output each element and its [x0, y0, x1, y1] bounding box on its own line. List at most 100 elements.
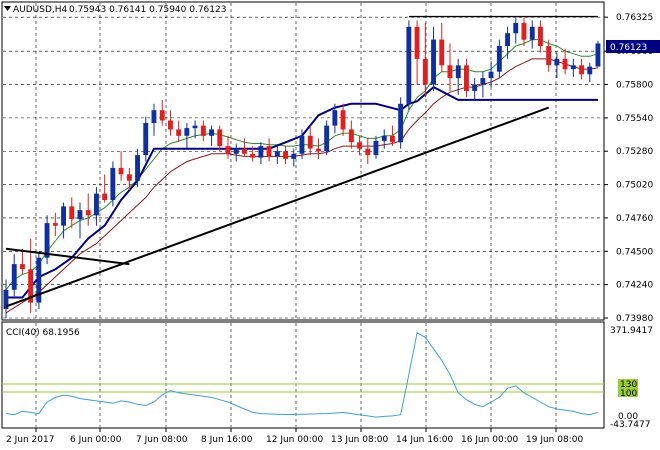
candle-body — [77, 210, 83, 220]
time-tick-label: 12 Jun 00:00 — [266, 435, 323, 445]
cci-min-label: -43.7477 — [610, 420, 650, 430]
time-tick-label: 14 Jun 16:00 — [396, 435, 453, 445]
time-axis: 2 Jun 2017 6 Jun 00:00 7 Jun 08:00 8 Jun 16… — [6, 428, 583, 445]
main-chart-frame — [1, 1, 605, 321]
candle-body — [439, 39, 445, 66]
candle-body — [102, 193, 108, 200]
candle-body — [52, 223, 58, 226]
candle-body — [373, 141, 379, 156]
candle-body — [472, 84, 478, 91]
candle-body — [61, 206, 66, 226]
candle-body — [570, 65, 576, 70]
candle-body — [464, 65, 469, 91]
candle-body — [513, 23, 519, 34]
cci-level-100-label: 100 — [620, 389, 637, 399]
candle-body — [447, 65, 453, 79]
price-tick-label: 0.74240 — [616, 281, 653, 291]
candle-body — [11, 264, 17, 290]
candle-body — [480, 78, 486, 85]
candle-body — [192, 125, 198, 129]
cci-zero-label: 0.00 — [618, 412, 638, 422]
candle-body — [299, 135, 305, 154]
time-tick-label: 19 Jun 08:00 — [526, 435, 583, 445]
candle-body — [307, 135, 313, 149]
candle-body — [274, 151, 280, 157]
candle-body — [176, 129, 182, 136]
candle-body — [521, 23, 527, 40]
cci-panel-frame — [1, 321, 605, 429]
candle-body — [200, 125, 206, 136]
price-tick-label: 0.74760 — [616, 214, 653, 224]
price-tick-label: 0.75800 — [616, 81, 653, 91]
candle-body — [135, 155, 140, 181]
candle-body — [332, 110, 338, 126]
triangle-down-icon[interactable] — [4, 6, 11, 11]
candle-body — [554, 58, 560, 66]
time-tick-label: 7 Jun 08:00 — [136, 435, 188, 445]
candle-body — [126, 174, 132, 181]
price-tick-label: 0.76325 — [616, 13, 653, 23]
candle-body — [69, 206, 75, 220]
candle-body — [579, 65, 584, 75]
chart-grid — [3, 3, 603, 427]
candle-body — [348, 129, 354, 143]
candle-body — [217, 129, 223, 147]
candle-body — [36, 257, 42, 303]
candle-body — [546, 46, 552, 66]
cci-label: CCI(40) 68.1956 — [6, 328, 80, 338]
ohlc-values: 0.75943 0.76141 0.75940 0.76123 — [69, 5, 226, 15]
candle-body — [422, 58, 428, 85]
candle-body — [357, 142, 362, 149]
candle-body — [3, 289, 9, 309]
candle-body — [587, 66, 593, 75]
symbol-timeframe: AUDUSD,H4 — [13, 5, 68, 15]
falling-trendline[interactable] — [5, 247, 130, 266]
rising-trendline[interactable] — [5, 106, 550, 308]
candle-body — [20, 264, 25, 270]
time-tick-label: 16 Jun 00:00 — [461, 435, 518, 445]
candle-body — [340, 110, 346, 130]
candle-body — [562, 58, 568, 70]
candle-body — [595, 43, 601, 67]
candle-body — [316, 148, 321, 152]
candle-body — [209, 129, 214, 136]
candle-body — [250, 153, 256, 158]
time-tick-label: 2 Jun 2017 — [6, 435, 54, 445]
cci-max-label: 371.9417 — [610, 326, 653, 336]
candle-body — [266, 146, 272, 157]
current-price-label: 0.76123 — [610, 43, 647, 53]
candle-body — [324, 125, 330, 152]
candle-body — [291, 153, 297, 159]
candle-body — [168, 120, 173, 130]
candle-body — [118, 167, 124, 175]
price-tick-label: 0.74500 — [616, 247, 653, 257]
candle-body — [365, 148, 371, 156]
candle-body — [398, 103, 404, 143]
candle-body — [44, 223, 50, 258]
candle-body — [258, 146, 264, 158]
candle-body — [283, 151, 288, 159]
price-axis: 0.763250.760600.758000.755400.752800.750… — [604, 13, 653, 324]
cci-level-130-box — [618, 379, 638, 388]
candle-body — [381, 135, 387, 141]
candle-body — [406, 26, 412, 104]
candle-body — [110, 167, 116, 200]
current-price-box — [606, 40, 660, 53]
candle-body — [85, 210, 91, 216]
candle-body — [28, 269, 34, 303]
candle-body — [505, 33, 510, 46]
time-tick-label: 8 Jun 16:00 — [201, 435, 253, 445]
cci-level-100-box — [618, 388, 638, 397]
candle-body — [488, 71, 494, 79]
candle-body — [94, 193, 99, 216]
candle-body — [529, 26, 535, 40]
candle-body — [538, 26, 543, 46]
candle-body — [159, 110, 165, 121]
candle-body — [151, 110, 157, 123]
cci-line — [5, 332, 599, 418]
candle-body — [455, 65, 461, 79]
candle-body — [431, 39, 436, 85]
candle-body — [390, 135, 395, 143]
candle-body — [496, 46, 502, 72]
